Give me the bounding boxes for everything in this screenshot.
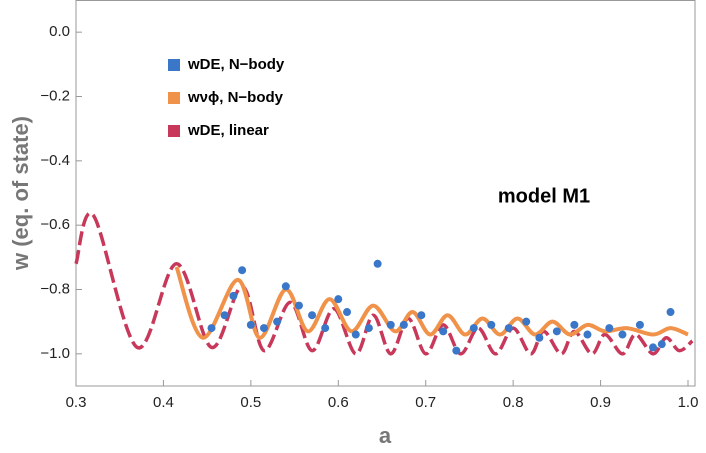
y-tick-label: −0.2 [40,87,70,104]
x-tick-label: 0.5 [240,394,261,411]
scatter-point [386,320,395,329]
scatter-point [605,324,614,333]
scatter-point [207,324,216,333]
x-axis-label: a [379,423,392,448]
scatter-point [469,324,478,333]
scatter-point [635,320,644,329]
y-tick-label: −0.8 [40,280,70,297]
legend-label: wDE, linear [187,122,269,139]
scatter-point [281,282,290,291]
scatter-point [238,266,247,275]
x-tick-label: 0.9 [590,394,611,411]
x-tick-label: 1.0 [678,394,699,411]
scatter-point [417,311,426,320]
scatter-point [583,330,592,339]
scatter-point [259,324,268,333]
scatter-point [220,311,229,320]
y-axis-label: w (eq. of state) [8,116,33,271]
series-line [74,211,694,356]
annotation: model M1 [498,185,590,207]
scatter-point [552,327,561,336]
scatter-point [618,330,627,339]
legend-swatch [168,125,180,137]
scatter-point [351,330,360,339]
legend-swatch [168,92,180,104]
y-tick-label: −1.0 [40,345,70,362]
x-tick-label: 0.3 [66,394,87,411]
plot-frame [75,0,696,387]
x-tick-label: 0.4 [153,394,174,411]
x-tick-label: 0.8 [503,394,524,411]
scatter-point [439,327,448,336]
scatter-point [246,320,255,329]
x-tick-label: 0.6 [328,394,349,411]
scatter-point [373,259,382,268]
scatter-point [273,317,282,326]
scatter-point [666,308,675,317]
legend-label: wνϕ, N−body [187,89,284,106]
scatter-point [321,324,330,333]
scatter-point [308,311,317,320]
y-tick-label: −0.6 [40,216,70,233]
scatter-point [657,340,666,349]
scatter-point [343,308,352,317]
scatter-point [535,333,544,342]
legend-label: wDE, N−body [187,56,285,73]
series-line [174,266,689,340]
scatter-point [229,291,238,300]
scatter-point [399,320,408,329]
y-tick-label: −0.4 [40,152,70,169]
scatter-point [649,343,658,352]
scatter-point [570,320,579,329]
scatter-point [334,295,343,304]
x-tick-label: 0.7 [415,394,436,411]
scatter-point [294,301,303,310]
scatter-point [487,320,496,329]
scatter-point [504,324,513,333]
legend-swatch [168,59,180,71]
scatter-point [522,317,531,326]
scatter-point [452,346,461,355]
y-tick-label: 0.0 [49,23,70,40]
scatter-point [364,324,373,333]
